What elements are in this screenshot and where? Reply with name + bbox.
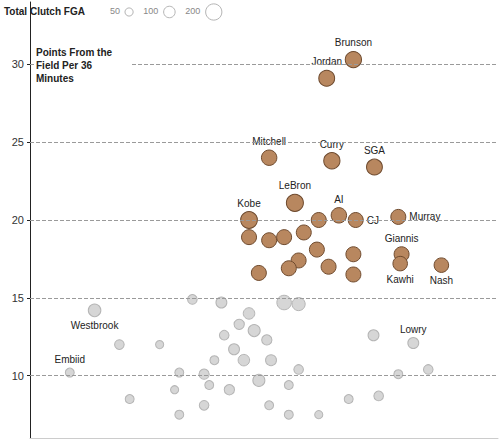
svg-text:Mitchell: Mitchell: [252, 136, 286, 147]
svg-text:50: 50: [110, 6, 120, 16]
svg-text:Kobe: Kobe: [237, 198, 261, 209]
svg-text:LeBron: LeBron: [279, 180, 311, 191]
svg-text:15: 15: [12, 292, 24, 304]
svg-text:Nash: Nash: [430, 275, 453, 286]
svg-text:Brunson: Brunson: [335, 37, 372, 48]
svg-text:Points From the: Points From the: [36, 47, 115, 58]
svg-text:25: 25: [12, 136, 24, 148]
svg-text:20: 20: [12, 214, 24, 226]
svg-text:200: 200: [185, 6, 200, 16]
svg-text:Lowry: Lowry: [400, 324, 427, 335]
svg-text:Jordan: Jordan: [311, 56, 342, 67]
svg-text:Giannis: Giannis: [385, 233, 419, 244]
svg-text:Field Per 36: Field Per 36: [36, 60, 95, 71]
svg-text:Total Clutch FGA: Total Clutch FGA: [4, 6, 85, 17]
svg-text:10: 10: [12, 370, 24, 382]
svg-text:100: 100: [143, 6, 158, 16]
svg-text:Kawhi: Kawhi: [387, 274, 414, 285]
svg-text:Minutes: Minutes: [36, 73, 74, 84]
svg-text:SGA: SGA: [364, 145, 385, 156]
svg-text:AI: AI: [334, 194, 343, 205]
svg-text:Embiid: Embiid: [54, 354, 85, 365]
svg-text:30: 30: [12, 58, 24, 70]
svg-text:Curry: Curry: [320, 139, 344, 150]
svg-text:Westbrook: Westbrook: [71, 320, 120, 331]
svg-text:Murray: Murray: [409, 211, 441, 223]
svg-text:CJ: CJ: [366, 214, 379, 226]
